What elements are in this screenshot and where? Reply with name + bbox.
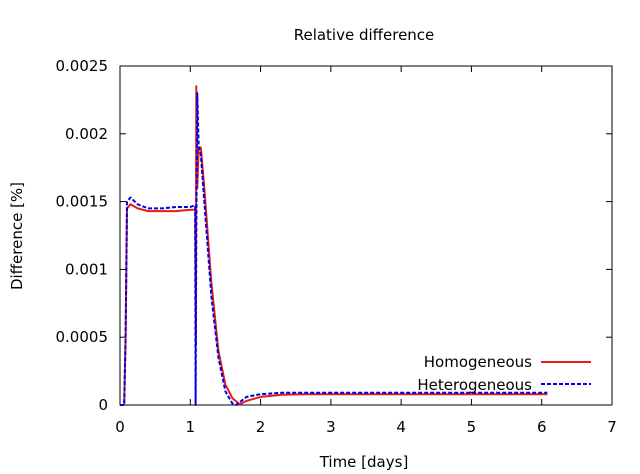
y-axis-label: Difference [%] — [8, 182, 26, 290]
chart-title: Relative difference — [294, 26, 435, 44]
y-tick-label: 0.0025 — [56, 57, 109, 75]
x-axis: 0 1 2 3 4 5 6 7 — [115, 66, 617, 436]
series-layer — [120, 85, 548, 406]
legend: Homogeneous Heterogeneous — [417, 353, 591, 394]
y-tick-label: 0.0015 — [56, 193, 109, 211]
x-tick-label: 2 — [256, 418, 266, 436]
x-tick-label: 4 — [396, 418, 406, 436]
x-tick-label: 5 — [467, 418, 477, 436]
x-tick-label: 3 — [326, 418, 336, 436]
legend-label-homogeneous: Homogeneous — [424, 353, 532, 371]
y-tick-label: 0.0005 — [56, 328, 109, 346]
x-axis-label: Time [days] — [319, 453, 409, 471]
y-axis: 0 0.0005 0.001 0.0015 0.002 0.0025 — [56, 57, 612, 414]
plot-frame — [119, 65, 613, 406]
series-line-homogeneous — [120, 85, 548, 406]
y-tick-label: 0 — [98, 396, 108, 414]
series-line-heterogeneous — [120, 92, 548, 406]
x-tick-label: 7 — [607, 418, 617, 436]
x-tick-label: 6 — [537, 418, 547, 436]
x-tick-label: 0 — [115, 418, 125, 436]
y-tick-label: 0.002 — [65, 125, 108, 143]
legend-label-heterogeneous: Heterogeneous — [417, 376, 532, 394]
y-tick-label: 0.001 — [65, 260, 108, 278]
x-tick-label: 1 — [186, 418, 196, 436]
